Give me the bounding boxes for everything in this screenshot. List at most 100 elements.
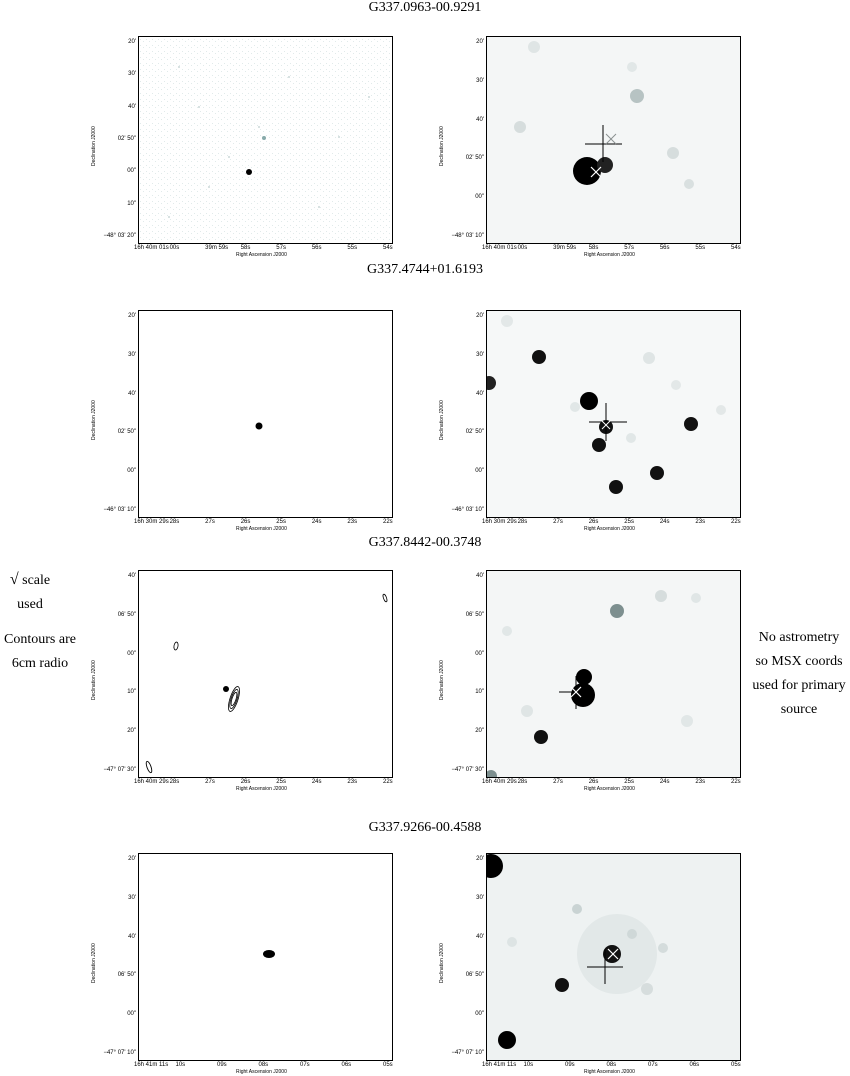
panel-4-radio	[138, 853, 393, 1061]
y-tick-label: 00"	[475, 468, 484, 475]
x-tick-label: 28s	[517, 779, 528, 785]
y-tick-label: −46° 03' 10"	[451, 507, 484, 513]
y-tick-label: −47° 07' 30"	[451, 767, 484, 773]
y-tick-label: 40'	[476, 573, 484, 579]
y-tick-label: 30'	[128, 894, 136, 901]
x-tick-label: 09s	[565, 1062, 575, 1068]
sqrt-scale-note: √ scale used	[0, 568, 60, 617]
x-tick-label: 10s	[523, 1062, 534, 1068]
x-tick-label: 08s	[258, 1062, 269, 1068]
y-axis-label: Declination J2000	[439, 400, 445, 440]
x-axis-label: Right Ascension J2000	[584, 1069, 635, 1075]
y-tick-label: 40'	[476, 390, 484, 397]
x-tick-label: 23s	[347, 779, 358, 785]
y-tick-label: 00"	[127, 1011, 136, 1018]
astrometry-line-1: No astrometry	[758, 630, 840, 645]
x-tick-label: 26s	[588, 779, 599, 785]
x-tick-label: 26s	[240, 779, 251, 785]
y-tick-label: 40'	[476, 933, 484, 940]
figure-title-3: G337.8442-00.3748	[368, 535, 482, 550]
x-axis-label: Right Ascension J2000	[584, 786, 635, 792]
y-tick-label: 20'	[128, 39, 136, 45]
y-tick-label: 20'	[476, 313, 484, 319]
x-tick-label: 25s	[276, 779, 286, 785]
x-tick-label: 00s	[169, 245, 180, 251]
panel-1-ir-image	[487, 37, 740, 243]
contours-note: Contours are 6cm radio	[0, 628, 80, 676]
y-tick-label: 02' 50"	[117, 429, 136, 436]
x-tick-label: 24s	[311, 519, 322, 525]
x-tick-label: 24s	[659, 519, 670, 525]
x-tick-label: 22s	[383, 779, 393, 785]
y-tick-label: 00"	[475, 1011, 484, 1018]
y-tick-label: 40'	[128, 933, 136, 940]
y-tick-label: 30'	[476, 77, 484, 84]
x-tick-label: 56s	[311, 245, 322, 251]
x-tick-label: 05s	[731, 1062, 741, 1068]
y-tick-label: 06' 50"	[465, 611, 484, 618]
y-axis-label: Declination J2000	[439, 943, 445, 983]
x-tick-label: 16h 40m 01s	[134, 245, 169, 251]
x-tick-label: 54s	[383, 245, 393, 251]
sqrt-symbol: √	[9, 571, 19, 588]
y-axis-label: Declination J2000	[91, 943, 97, 983]
x-tick-label: 24s	[311, 779, 322, 785]
y-tick-label: 20'	[476, 856, 484, 862]
x-tick-label: 16h 30m 29s	[134, 519, 169, 525]
x-tick-label: 57s	[276, 245, 286, 251]
y-tick-label: 30'	[128, 351, 136, 358]
y-tick-label: 00"	[475, 650, 484, 657]
panel-2-radio-image	[255, 422, 263, 430]
panel-2-ir	[486, 310, 741, 518]
x-tick-label: 08s	[606, 1062, 617, 1068]
x-tick-label: 09s	[217, 1062, 227, 1068]
x-tick-label: 55s	[695, 245, 706, 251]
x-tick-label: 26s	[240, 519, 251, 525]
x-tick-label: 26s	[588, 519, 599, 525]
y-tick-label: 00"	[127, 650, 136, 657]
x-tick-label: 27s	[553, 779, 563, 785]
x-tick-label: 55s	[347, 245, 358, 251]
y-tick-label: 02' 50"	[117, 136, 136, 142]
panel-3-ir-image	[487, 571, 740, 777]
x-tick-label: 23s	[695, 519, 706, 525]
contours-line-2: 6cm radio	[11, 656, 69, 671]
x-tick-label: 06s	[689, 1062, 700, 1068]
x-tick-label: 56s	[659, 245, 670, 251]
y-axis-label: Declination J2000	[91, 126, 97, 166]
panel-3-radio-image	[145, 593, 388, 774]
x-tick-label: 06s	[341, 1062, 352, 1068]
x-tick-label: 23s	[347, 519, 358, 525]
x-tick-label: 28s	[169, 779, 180, 785]
x-tick-label: 22s	[731, 779, 741, 785]
y-tick-label: 10"	[475, 689, 484, 696]
y-tick-label: 30'	[476, 351, 484, 358]
y-tick-label: −48° 03' 10"	[451, 233, 484, 239]
x-tick-label: 25s	[276, 519, 286, 525]
y-tick-label: 02' 50"	[465, 155, 484, 162]
y-tick-label: 30'	[128, 71, 136, 78]
x-tick-label: 58s	[240, 245, 251, 251]
x-tick-label: 27s	[205, 779, 215, 785]
x-tick-label: 22s	[731, 519, 741, 525]
x-tick-label: 39m 59s	[205, 245, 229, 251]
astrometry-line-4: source	[780, 702, 818, 717]
x-tick-label: 10s	[175, 1062, 186, 1068]
x-tick-label: 16h 40m 29s	[482, 779, 517, 785]
figure-title-2: G337.4744+01.6193	[366, 262, 483, 277]
figure-title-1: G337.0963-00.9291	[368, 0, 482, 15]
y-tick-label: 30'	[476, 894, 484, 901]
y-tick-label: 06' 50"	[117, 972, 136, 979]
y-tick-label: 02' 50"	[465, 429, 484, 436]
figure-title-4: G337.9266-00.4588	[368, 820, 482, 835]
x-axis-label: Right Ascension J2000	[236, 1069, 287, 1075]
panel-4-radio-image	[263, 950, 275, 958]
y-axis-label: Declination J2000	[91, 660, 97, 700]
y-tick-label: 40'	[128, 573, 136, 579]
x-tick-label: 07s	[300, 1062, 310, 1068]
x-tick-label: 16h 40m 01s	[482, 245, 517, 251]
y-tick-label: 10"	[127, 689, 136, 696]
y-tick-label: 20'	[476, 39, 484, 45]
panel-2-ir-image	[487, 311, 740, 517]
x-tick-label: 05s	[383, 1062, 393, 1068]
